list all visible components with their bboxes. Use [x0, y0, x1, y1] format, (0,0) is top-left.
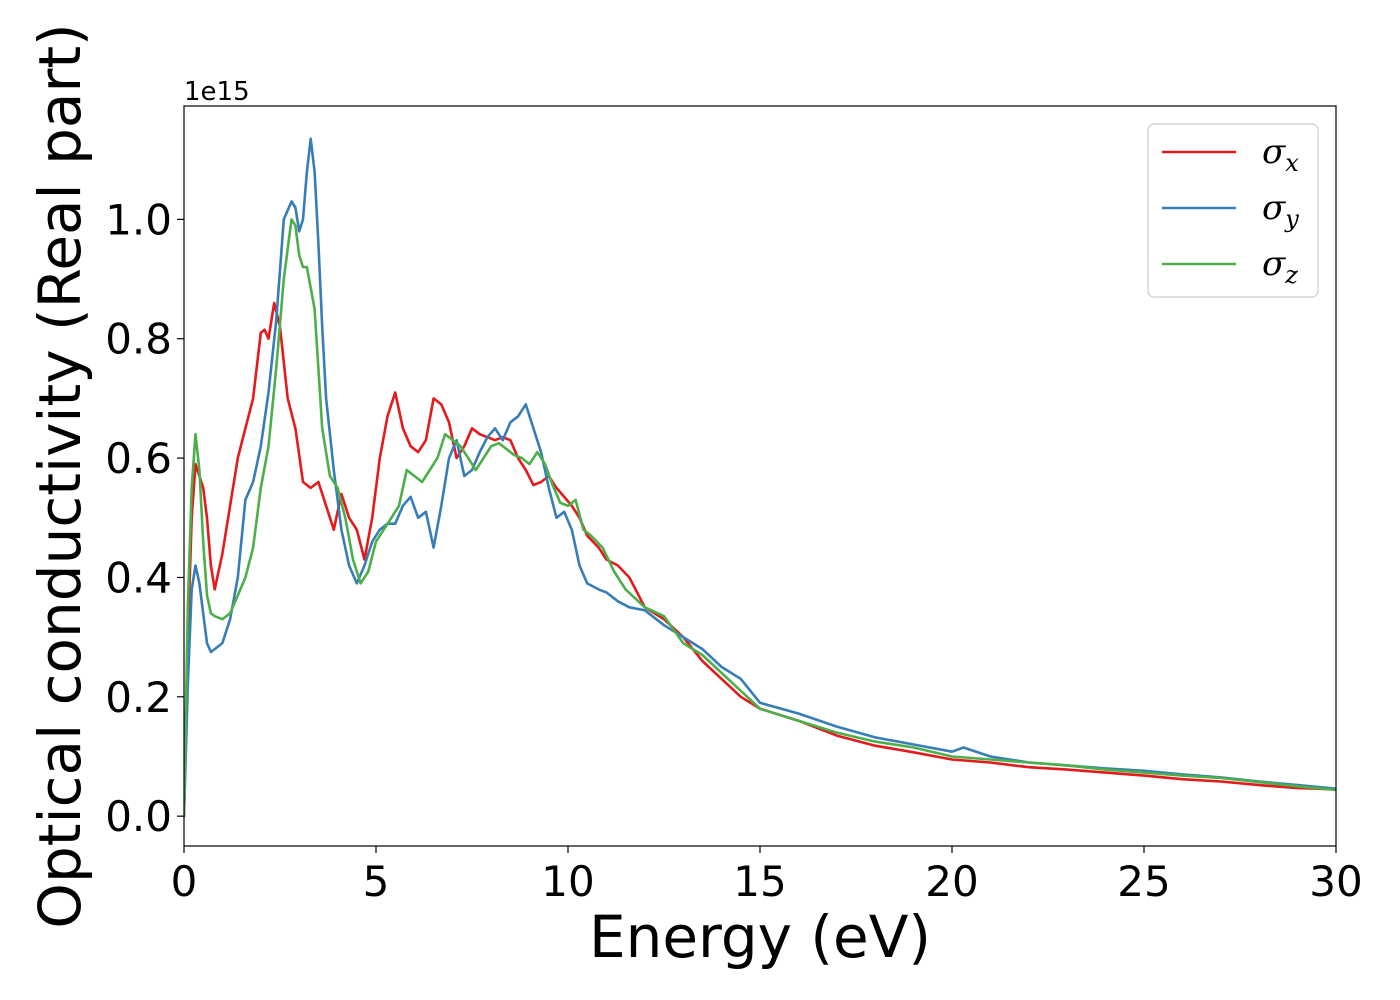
y-tick-label: 0.6: [105, 434, 172, 483]
legend: σx σy σz: [1147, 123, 1319, 298]
y-tick-label: 0.8: [105, 315, 172, 364]
x-tick-label: 25: [1117, 857, 1170, 906]
series-line-y: [184, 137, 1336, 818]
x-tick-label: 5: [363, 857, 390, 906]
y-tick-label: 1.0: [105, 195, 172, 244]
y-offset-label: 1e15: [184, 77, 250, 107]
y-axis-label: Optical conductivity (Real part): [26, 23, 94, 928]
y-axis: 0.0 0.2 0.4 0.6 0.8 1.0: [105, 195, 184, 841]
x-tick-label: 0: [171, 857, 198, 906]
y-tick-label: 0.2: [105, 673, 172, 722]
x-tick-label: 15: [733, 857, 786, 906]
x-tick-label: 30: [1309, 857, 1362, 906]
x-axis: 0 5 10 15 20 25 30: [171, 846, 1363, 906]
series-layer: [184, 137, 1336, 818]
x-tick-label: 10: [541, 857, 594, 906]
legend-label-x: σx: [1262, 132, 1299, 177]
series-line-x: [184, 301, 1336, 818]
y-tick-label: 0.0: [105, 792, 172, 841]
y-tick-label: 0.4: [105, 553, 172, 602]
legend-box: [1147, 123, 1319, 298]
series-line-z: [184, 218, 1336, 818]
legend-label-z: σz: [1262, 244, 1298, 289]
x-tick-label: 20: [925, 857, 978, 906]
legend-label-y: σy: [1262, 188, 1299, 233]
x-axis-label: Energy (eV): [589, 903, 931, 971]
